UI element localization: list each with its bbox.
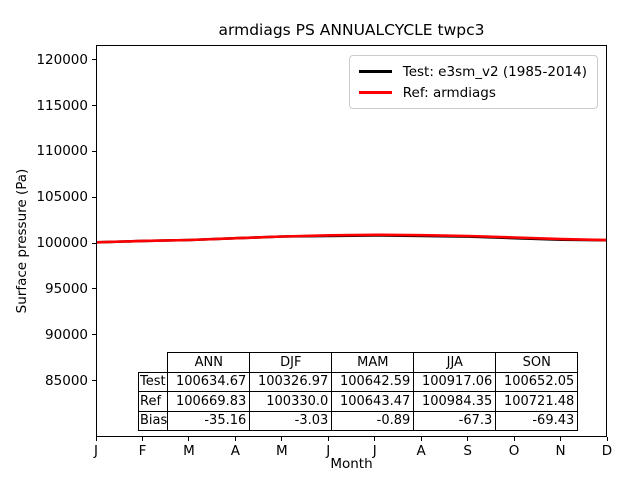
table-col-header: MAM	[331, 352, 415, 373]
series-plot	[97, 233, 606, 244]
y-tick-label: 115000	[36, 97, 88, 114]
legend-item-label: Test: e3sm_v2 (1985-2014)	[402, 63, 587, 80]
table-col-header: ANN	[167, 352, 251, 373]
y-tick	[92, 242, 96, 244]
x-axis-label: Month	[330, 456, 373, 472]
x-tick	[141, 437, 143, 441]
y-tick-label: 105000	[36, 189, 88, 206]
x-tick-label: S	[463, 443, 472, 459]
y-tick	[92, 59, 96, 61]
y-tick-label: 95000	[45, 280, 88, 297]
table-row-label: Bias	[137, 410, 169, 431]
x-tick	[420, 437, 422, 441]
y-tick	[92, 196, 96, 198]
y-tick-label: 120000	[36, 51, 88, 68]
x-tick	[188, 437, 190, 441]
x-tick-label: M	[183, 443, 195, 459]
x-tick-label: N	[555, 443, 566, 459]
legend: Test: e3sm_v2 (1985-2014) Ref: armdiags	[348, 55, 598, 109]
x-tick-label: J	[326, 443, 331, 459]
legend-item: Test: e3sm_v2 (1985-2014)	[358, 61, 587, 82]
ref-line	[97, 233, 606, 244]
table-row: Ref 100669.83 100330.0 100643.47 100984.35 10…	[137, 391, 579, 412]
table-row: Test 100634.67 100326.97 100642.59 100917.06…	[137, 371, 579, 392]
table-cell: -3.03	[249, 410, 333, 431]
x-tick	[467, 437, 469, 441]
table-col-header: SON	[495, 352, 579, 373]
table-cell: 100984.35	[413, 391, 497, 412]
x-tick-label: O	[508, 443, 520, 459]
table-cell: -67.3	[413, 410, 497, 431]
x-tick-label: M	[275, 443, 288, 459]
table-cell: 100330.0	[249, 391, 333, 412]
x-tick	[281, 437, 283, 441]
table-corner-cell	[139, 353, 168, 373]
y-tick-label: 110000	[36, 143, 88, 160]
table-cell: 100669.83	[167, 391, 251, 412]
table-cell: 100721.48	[495, 391, 579, 412]
table-row: Bias -35.16 -3.03 -0.89 -67.3 -69.43	[137, 410, 579, 431]
y-tick	[92, 105, 96, 107]
y-tick	[92, 334, 96, 336]
table-cell: -0.89	[331, 410, 415, 431]
table-row-label: Test	[137, 371, 169, 392]
legend-item: Ref: armdiags	[358, 82, 587, 103]
y-tick-label: 85000	[45, 372, 88, 389]
x-tick	[327, 437, 329, 441]
x-tick-label: J	[94, 443, 98, 459]
table-cell: 100917.06	[413, 371, 497, 392]
x-tick-label: D	[601, 443, 613, 459]
y-tick	[92, 288, 96, 290]
y-tick-label: 100000	[36, 235, 88, 252]
stats-table: ANN DJF MAM JJA SON Test 100634.67 100326.97 100…	[137, 352, 579, 431]
table-cell: 100642.59	[331, 371, 415, 392]
x-tick-label: F	[138, 443, 147, 459]
legend-line-test	[358, 70, 392, 73]
table-col-header: DJF	[249, 352, 333, 373]
table-cell: -69.43	[495, 410, 579, 431]
table-cell: -35.16	[167, 410, 251, 431]
legend-item-label: Ref: armdiags	[402, 84, 496, 101]
x-tick	[606, 437, 608, 441]
x-tick	[374, 437, 376, 441]
table-cell: 100634.67	[167, 371, 251, 392]
y-tick	[92, 380, 96, 382]
y-tick	[92, 150, 96, 152]
table-header-row: ANN DJF MAM JJA SON	[139, 352, 579, 373]
table-col-header: JJA	[413, 352, 497, 373]
x-tick	[95, 437, 97, 441]
x-tick-label: J	[372, 443, 377, 459]
y-tick-label: 90000	[45, 326, 88, 343]
table-cell: 100652.05	[495, 371, 579, 392]
table-cell: 100326.97	[249, 371, 333, 392]
x-tick	[560, 437, 562, 441]
table-row-label: Ref	[137, 391, 169, 412]
chart-title: armdiags PS ANNUALCYCLE twpc3	[218, 21, 485, 39]
x-tick-label: A	[230, 443, 240, 459]
x-tick-label: A	[416, 443, 426, 459]
x-tick	[513, 437, 515, 441]
legend-line-ref	[358, 91, 392, 94]
table-cell: 100643.47	[331, 391, 415, 412]
x-tick	[234, 437, 236, 441]
stats-table-grid: ANN DJF MAM JJA SON Test 100634.67 100326.97 100…	[137, 352, 579, 431]
